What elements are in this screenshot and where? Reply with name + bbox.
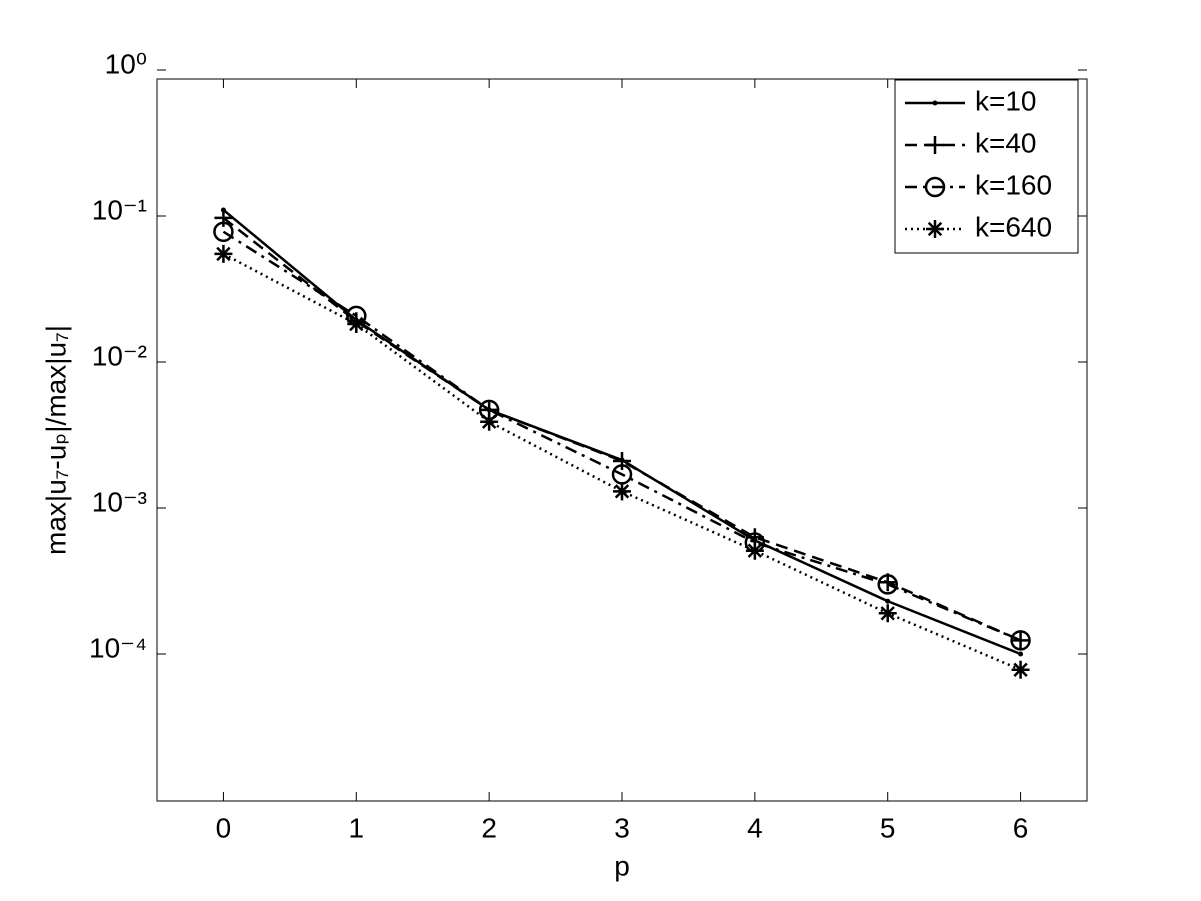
- marker: [214, 244, 233, 263]
- series-line: [222, 230, 1022, 642]
- legend-label: k=640: [975, 211, 1052, 242]
- x-tick-label: 0: [216, 812, 232, 843]
- x-tick-label: 6: [1013, 812, 1029, 843]
- marker: [480, 412, 499, 431]
- x-tick-label: 2: [481, 812, 497, 843]
- legend-label: k=10: [975, 85, 1037, 116]
- legend-box: [894, 79, 1079, 254]
- marker: [213, 221, 234, 243]
- marker: [878, 604, 897, 623]
- y-tick-label: 10⁻³: [92, 486, 147, 517]
- marker: [745, 541, 764, 560]
- marker: [613, 482, 631, 501]
- legend-label: k=160: [975, 169, 1052, 200]
- marker: [1011, 660, 1030, 679]
- y-tick-label: 10⁰: [105, 48, 147, 79]
- legend-label: k=40: [975, 127, 1037, 158]
- x-tick-label: 1: [348, 812, 364, 843]
- x-tick-label: 4: [747, 812, 763, 843]
- marker: [885, 598, 891, 604]
- x-tick-label: 5: [880, 812, 896, 843]
- x-axis-label: p: [614, 850, 630, 881]
- y-tick-label: 10⁻¹: [92, 194, 147, 225]
- marker: [877, 574, 898, 595]
- legend-marker: [926, 136, 944, 154]
- marker: [1010, 630, 1031, 651]
- y-axis-label: max|u₇-uₚ|/max|u₇|: [40, 325, 71, 555]
- marker: [347, 315, 366, 334]
- x-tick-label: 3: [614, 812, 630, 843]
- marker: [613, 451, 631, 470]
- legend-marker: [926, 220, 944, 238]
- legend-marker: [932, 100, 938, 106]
- legend-marker: [924, 176, 946, 198]
- y-tick-label: 10⁻²: [92, 340, 147, 371]
- y-tick-label: 10⁻⁴: [89, 632, 147, 663]
- marker: [1018, 651, 1024, 657]
